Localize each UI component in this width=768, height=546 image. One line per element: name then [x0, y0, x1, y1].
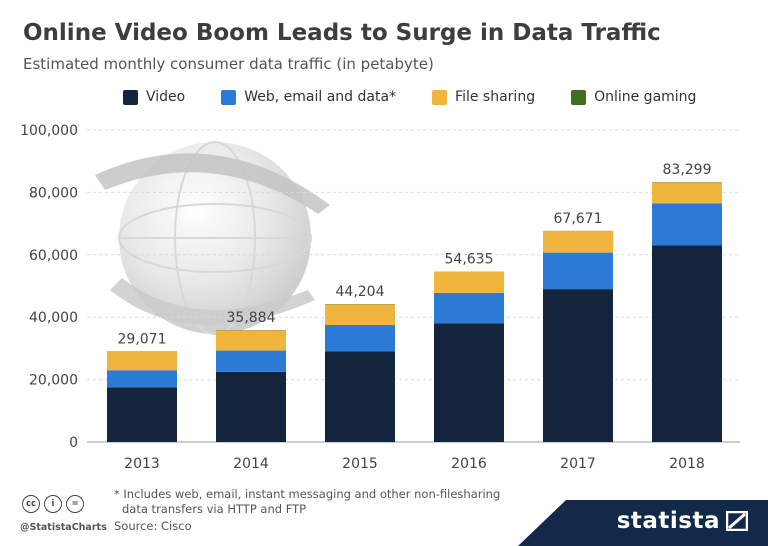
bar-segment-file-sharing [652, 182, 722, 204]
statista-wordmark: statista [616, 508, 720, 534]
legend-swatch-web [221, 89, 237, 105]
bar-segment-web-email-and-data [543, 252, 613, 290]
legend-swatch-file-sharing [432, 89, 448, 105]
bar-segment-file-sharing [216, 330, 286, 351]
total-label: 44,204 [336, 284, 385, 300]
footnote: * Includes web, email, instant messaging… [114, 487, 544, 517]
bar-segment-file-sharing [434, 271, 504, 293]
x-tick-label: 2014 [233, 456, 269, 472]
y-tick-label: 60,000 [29, 248, 78, 264]
x-axis: 2013 2014 2015 2016 2017 2018 [124, 456, 705, 472]
statista-logo-icon [726, 511, 748, 531]
bar-segment-file-sharing [107, 351, 177, 371]
globe-illustration [95, 141, 330, 335]
x-tick-label: 2018 [669, 456, 705, 472]
legend-item-online-gaming: Online gaming [571, 89, 696, 105]
stacked-bar-chart: 0 20,000 40,000 60,000 80,000 100,000 29,071 3… [20, 123, 740, 472]
bar-segment-file-sharing [543, 231, 613, 253]
bar-segment-web-email-and-data [216, 350, 286, 372]
chart-title: Online Video Boom Leads to Surge in Data… [23, 20, 661, 46]
legend-label-file-sharing: File sharing [455, 89, 536, 105]
legend-label-video: Video [146, 89, 186, 105]
attribution-icon: i [44, 495, 62, 513]
bar-segment-web-email-and-data [107, 370, 177, 388]
license-icons: cc i = [22, 495, 84, 513]
footnote-line-2: data transfers via HTTP and FTP [122, 502, 307, 516]
bars [107, 182, 722, 442]
x-tick-label: 2016 [451, 456, 487, 472]
legend-label-online-gaming: Online gaming [594, 89, 697, 105]
legend-item-video: Video [123, 89, 185, 105]
y-gridlines [87, 129, 740, 443]
creative-commons-icon: cc [22, 495, 40, 513]
total-label: 67,671 [554, 211, 603, 227]
chart-legend: Video Web, email and data* File sharing … [123, 89, 732, 105]
legend-swatch-online-gaming [571, 89, 587, 105]
bar-segment-video [216, 371, 286, 442]
legend-swatch-video [123, 89, 138, 105]
x-tick-label: 2015 [342, 456, 378, 472]
legend-label-web: Web, email and data* [244, 89, 397, 105]
y-axis: 0 20,000 40,000 60,000 80,000 100,000 [20, 123, 78, 451]
x-tick-label: 2013 [124, 456, 160, 472]
source-label: Source: Cisco [114, 519, 192, 533]
y-tick-label: 20,000 [29, 373, 78, 389]
statista-logo[interactable]: statista [617, 508, 748, 534]
bar-segment-video [107, 387, 177, 442]
total-label: 83,299 [663, 162, 712, 178]
twitter-handle: @StatistaCharts [20, 522, 107, 533]
y-tick-label: 80,000 [29, 185, 78, 201]
total-label: 35,884 [227, 310, 276, 326]
bar-segment-video [434, 323, 504, 442]
total-label: 54,635 [445, 252, 494, 268]
bar-segment-file-sharing [325, 304, 395, 325]
total-label: 29,071 [118, 331, 167, 347]
total-labels: 29,071 35,884 44,204 54,635 67,671 83,299 [118, 162, 712, 347]
y-tick-label: 40,000 [29, 310, 78, 326]
footnote-line-1: * Includes web, email, instant messaging… [114, 487, 501, 501]
bar-segment-web-email-and-data [434, 292, 504, 324]
legend-item-web: Web, email and data* [221, 89, 396, 105]
no-derivatives-icon: = [66, 495, 84, 513]
x-tick-label: 2017 [560, 456, 596, 472]
y-tick-label: 0 [69, 435, 78, 451]
bar-segment-web-email-and-data [652, 203, 722, 246]
chart-subtitle: Estimated monthly consumer data traffic … [23, 55, 434, 73]
bar-segment-web-email-and-data [325, 325, 395, 352]
bar-segment-video [543, 289, 613, 442]
legend-item-file-sharing: File sharing [432, 89, 535, 105]
bar-segment-video [325, 351, 395, 442]
bar-segment-video [652, 245, 722, 442]
y-tick-label: 100,000 [20, 123, 78, 139]
